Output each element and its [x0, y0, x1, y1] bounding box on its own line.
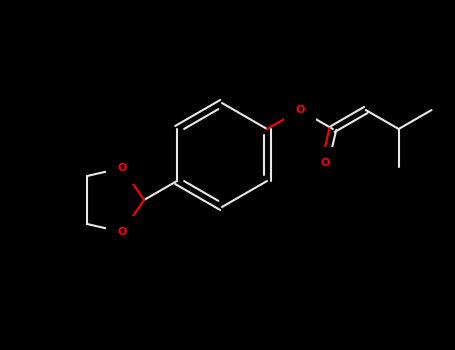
Text: O: O — [320, 158, 329, 168]
Text: O: O — [295, 105, 305, 115]
Text: O: O — [117, 227, 127, 237]
Text: O: O — [117, 163, 127, 173]
